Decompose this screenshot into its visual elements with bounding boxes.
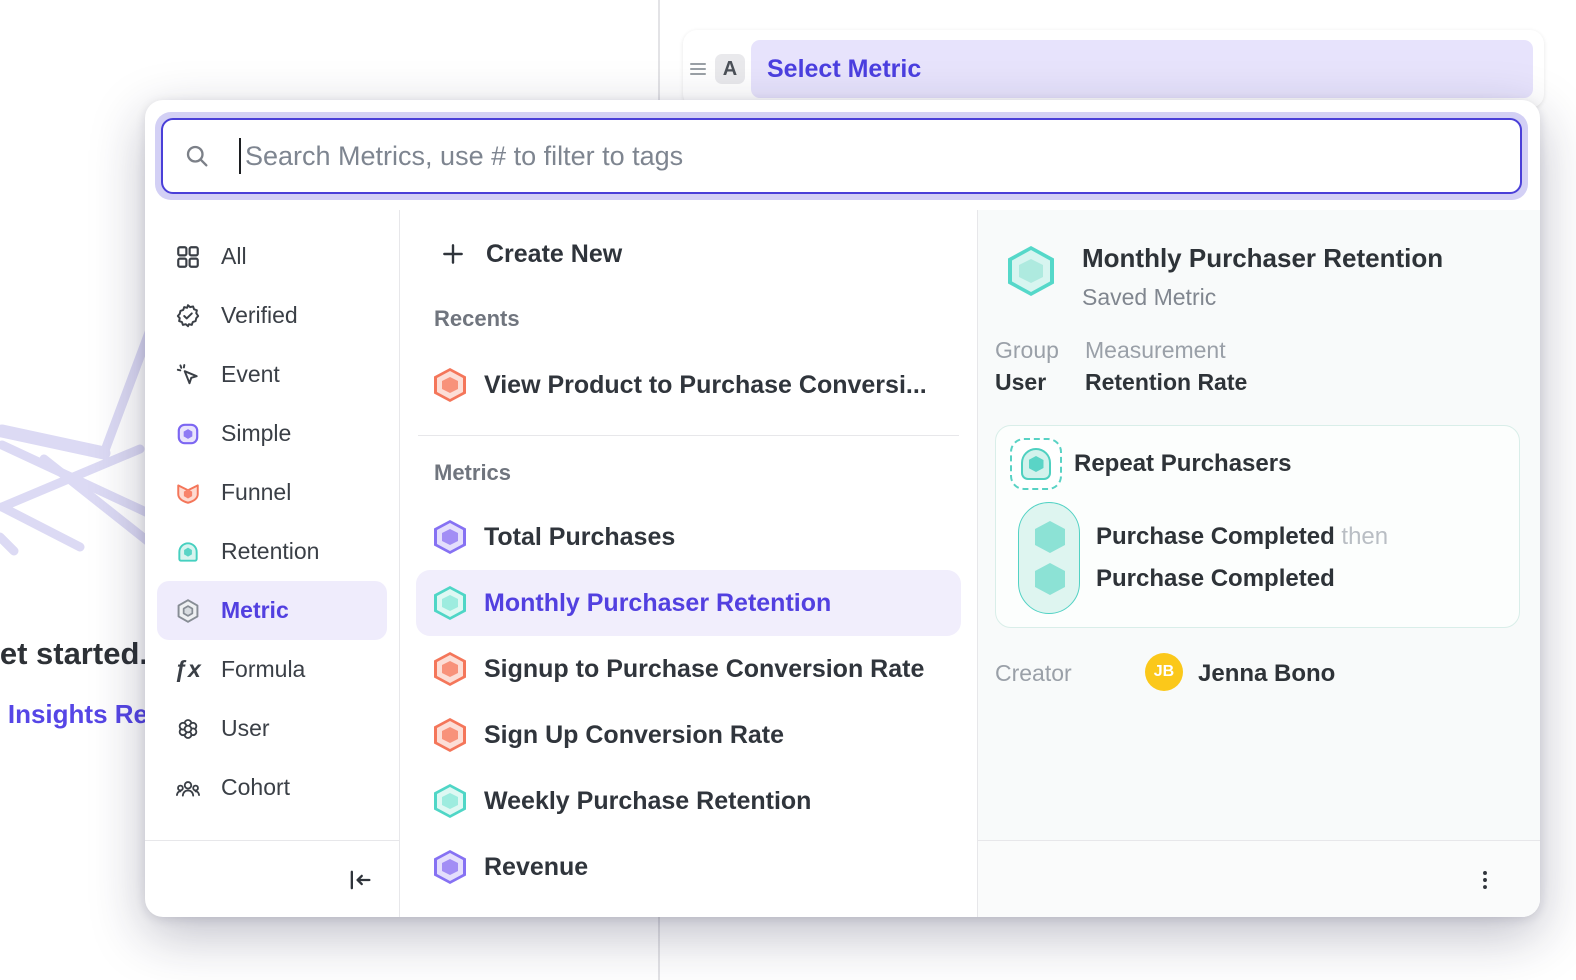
sidebar-item-verified[interactable]: Verified <box>157 286 387 345</box>
definition-step-2: Purchase Completed <box>1096 565 1335 593</box>
grid-icon <box>175 244 201 270</box>
retention-metric-icon <box>434 784 466 818</box>
metric-item-label: Sign Up Conversion Rate <box>484 721 784 750</box>
creator-label: Creator <box>995 660 1072 687</box>
recent-metric-label: View Product to Purchase Conversi... <box>484 371 927 400</box>
metric-detail-panel: Monthly Purchaser Retention Saved Metric… <box>978 210 1540 917</box>
creator-name: Jenna Bono <box>1198 660 1335 688</box>
more-options-button[interactable] <box>1470 865 1500 895</box>
metric-list-item[interactable]: Weekly Purchase Retention <box>416 768 961 834</box>
sidebar-item-label: Formula <box>221 656 305 683</box>
sidebar-item-all[interactable]: All <box>157 227 387 286</box>
retention-metric-icon <box>434 586 466 620</box>
metric-item-label: Signup to Purchase Conversion Rate <box>484 655 924 684</box>
event-hexagon-icon <box>1035 563 1065 595</box>
event-hexagon-icon <box>1035 521 1065 553</box>
metric-item-label: Total Purchases <box>484 523 675 552</box>
detail-subtitle: Saved Metric <box>1082 284 1216 311</box>
search-focus-ring: Search Metrics, use # to filter to tags <box>155 112 1528 200</box>
retention-definition-icon <box>1010 438 1062 490</box>
definition-step-1: Purchase Completed then <box>1096 523 1388 551</box>
event-sequence-capsule <box>1018 502 1080 614</box>
sidebar-item-label: User <box>221 715 270 742</box>
event-cursor-icon <box>175 362 201 388</box>
measurement-value: Retention Rate <box>1085 369 1247 396</box>
metric-list-item-selected[interactable]: Monthly Purchaser Retention <box>416 570 961 636</box>
retention-icon <box>175 539 201 565</box>
kebab-menu-icon <box>1472 867 1498 893</box>
metric-picker-modal: Search Metrics, use # to filter to tags … <box>145 100 1540 917</box>
metric-row-badge: A <box>715 54 745 84</box>
funnel-metric-icon <box>434 652 466 686</box>
recent-metric-item[interactable]: View Product to Purchase Conversi... <box>416 357 961 413</box>
create-new-label: Create New <box>486 240 622 269</box>
collapse-left-icon <box>346 866 374 894</box>
funnel-icon <box>175 480 201 506</box>
sidebar-item-label: Retention <box>221 538 319 565</box>
definition-title: Repeat Purchasers <box>1074 450 1291 478</box>
sidebar-item-label: Metric <box>221 597 289 624</box>
simple-icon <box>175 421 201 447</box>
funnel-metric-icon <box>434 718 466 752</box>
sidebar-item-label: Verified <box>221 302 298 329</box>
detail-footer <box>978 840 1540 917</box>
metric-item-label: Weekly Purchase Retention <box>484 787 811 816</box>
funnel-metric-icon <box>434 368 466 402</box>
plus-icon <box>440 241 466 267</box>
search-icon <box>183 142 211 170</box>
sidebar-item-label: Simple <box>221 420 291 447</box>
metric-definition-card: Repeat Purchasers Purchase Completed the… <box>995 425 1520 628</box>
search-input[interactable]: Search Metrics, use # to filter to tags <box>161 118 1522 194</box>
decorative-chart-lines <box>0 325 150 565</box>
detail-title: Monthly Purchaser Retention <box>1082 243 1443 274</box>
group-label: Group <box>995 337 1059 364</box>
sidebar-item-metric[interactable]: Metric <box>157 581 387 640</box>
metric-list-item[interactable]: Revenue <box>416 834 961 900</box>
sidebar-item-cohort[interactable]: Cohort <box>157 758 387 817</box>
text-cursor <box>239 138 241 174</box>
select-metric-button[interactable]: Select Metric <box>751 40 1533 98</box>
formula-icon: ƒx <box>175 657 201 683</box>
group-value: User <box>995 369 1046 396</box>
sidebar-item-event[interactable]: Event <box>157 345 387 404</box>
metric-list-item[interactable]: Signup to Purchase Conversion Rate <box>416 636 961 702</box>
metric-item-label: Monthly Purchaser Retention <box>484 589 831 618</box>
metric-list-item[interactable]: Sign Up Conversion Rate <box>416 702 961 768</box>
sidebar-item-formula[interactable]: ƒx Formula <box>157 640 387 699</box>
verified-badge-icon <box>175 303 201 329</box>
metric-item-label: Revenue <box>484 853 588 882</box>
metrics-section-label: Metrics <box>400 460 977 486</box>
search-placeholder: Search Metrics, use # to filter to tags <box>245 141 683 172</box>
collapse-sidebar-button[interactable] <box>345 865 375 895</box>
sidebar-footer <box>145 840 399 917</box>
sidebar-item-label: Event <box>221 361 280 388</box>
sidebar-item-label: All <box>221 243 247 270</box>
simple-metric-icon <box>434 850 466 884</box>
user-icon <box>175 716 201 742</box>
create-new-button[interactable]: Create New <box>400 226 977 282</box>
recents-section-label: Recents <box>400 306 977 332</box>
metric-hexagon-icon <box>175 598 201 624</box>
drag-handle-icon[interactable] <box>689 60 707 78</box>
sidebar-item-label: Funnel <box>221 479 291 506</box>
cohort-icon <box>175 775 201 801</box>
sidebar-item-retention[interactable]: Retention <box>157 522 387 581</box>
metric-list-item[interactable]: Total Purchases <box>416 504 961 570</box>
creator-avatar: JB <box>1145 653 1183 691</box>
saved-metric-icon <box>1008 246 1054 296</box>
list-divider <box>418 435 959 436</box>
simple-metric-icon <box>434 520 466 554</box>
metric-row-card: A Select Metric <box>683 30 1544 108</box>
sidebar-item-funnel[interactable]: Funnel <box>157 463 387 522</box>
background-insights-link-fragment[interactable]: e Insights Re <box>0 699 148 730</box>
sidebar-item-user[interactable]: User <box>157 699 387 758</box>
metric-list-column: Create New Recents View Product to Purch… <box>400 210 978 917</box>
measurement-label: Measurement <box>1085 337 1226 364</box>
background-heading-fragment: et started. <box>0 636 148 672</box>
sidebar-item-label: Cohort <box>221 774 290 801</box>
sidebar-item-simple[interactable]: Simple <box>157 404 387 463</box>
category-sidebar: All Verified Event <box>145 210 400 917</box>
